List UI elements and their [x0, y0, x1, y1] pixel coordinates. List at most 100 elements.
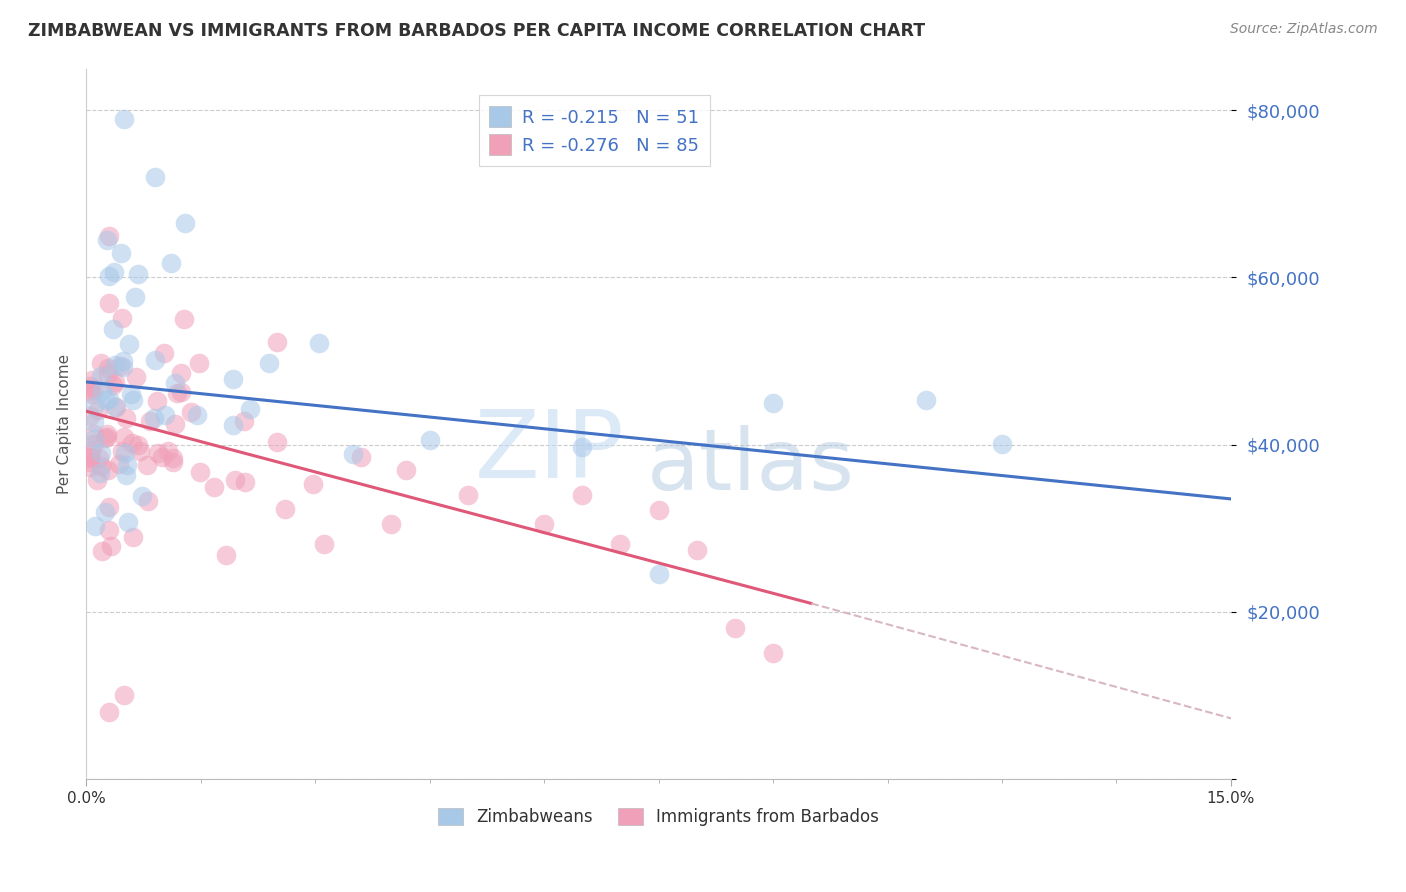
Point [114, 467, 136, 482]
Point [173, 312, 195, 326]
Point [266, 434, 288, 449]
Text: Source: ZipAtlas.com: Source: ZipAtlas.com [1230, 22, 1378, 37]
Point [124, 290, 146, 304]
Point [647, 503, 669, 517]
Point [112, 112, 135, 126]
Point [98, 705, 121, 719]
Point [98, 269, 121, 284]
Point [122, 393, 145, 408]
Point [105, 400, 128, 414]
Point [96, 233, 118, 247]
Point [145, 353, 167, 368]
Point [647, 567, 669, 582]
Point [127, 267, 149, 281]
Point [80, 373, 103, 387]
Point [101, 378, 124, 392]
Y-axis label: Per Capita Income: Per Capita Income [58, 353, 72, 494]
Point [97, 368, 120, 382]
Point [98, 228, 121, 243]
Text: ZIP: ZIP [475, 406, 624, 498]
Point [131, 489, 153, 503]
Point [233, 475, 256, 490]
Point [153, 346, 176, 360]
Point [96, 430, 118, 444]
Point [104, 375, 127, 389]
Point [94, 431, 117, 445]
Point [274, 502, 297, 516]
Point [724, 621, 747, 635]
Point [170, 384, 193, 399]
Point [571, 488, 593, 502]
Point [238, 401, 260, 416]
Point [97, 361, 120, 376]
Point [83, 433, 105, 447]
Point [104, 358, 127, 372]
Point [308, 335, 330, 350]
Point [89, 466, 111, 480]
Point [914, 393, 936, 408]
Point [457, 488, 479, 502]
Point [98, 500, 121, 515]
Point [83, 426, 105, 441]
Point [342, 447, 364, 461]
Point [143, 170, 166, 185]
Point [98, 392, 121, 406]
Point [117, 458, 139, 472]
Point [257, 356, 280, 370]
Point [163, 417, 186, 431]
Point [103, 401, 125, 415]
Point [96, 426, 118, 441]
Point [159, 256, 181, 270]
Point [86, 473, 108, 487]
Point [94, 505, 117, 519]
Point [127, 438, 149, 452]
Point [117, 515, 139, 529]
Point [215, 548, 238, 562]
Point [103, 265, 125, 279]
Point [136, 493, 159, 508]
Point [150, 450, 173, 464]
Point [97, 523, 120, 537]
Point [170, 366, 193, 380]
Point [79, 409, 101, 423]
Point [121, 435, 143, 450]
Point [129, 443, 152, 458]
Point [111, 444, 134, 458]
Point [222, 372, 245, 386]
Point [174, 216, 197, 230]
Point [87, 451, 110, 466]
Point [188, 466, 211, 480]
Point [180, 405, 202, 419]
Point [762, 646, 785, 660]
Point [111, 353, 134, 368]
Point [83, 399, 105, 413]
Point [80, 450, 103, 465]
Point [100, 539, 122, 553]
Point [90, 368, 112, 383]
Point [609, 537, 631, 551]
Point [120, 387, 142, 401]
Point [112, 430, 135, 444]
Point [142, 410, 165, 425]
Point [79, 455, 101, 469]
Point [101, 322, 124, 336]
Point [97, 463, 120, 477]
Point [395, 463, 418, 477]
Point [380, 517, 402, 532]
Point [83, 519, 105, 533]
Point [111, 359, 134, 374]
Point [991, 437, 1014, 451]
Text: atlas: atlas [647, 425, 855, 508]
Point [762, 396, 785, 410]
Point [83, 437, 105, 451]
Point [79, 378, 101, 392]
Point [166, 386, 188, 401]
Point [202, 480, 225, 494]
Point [83, 415, 105, 429]
Point [87, 402, 110, 417]
Point [91, 544, 114, 558]
Point [79, 459, 101, 474]
Point [156, 444, 179, 458]
Point [162, 455, 184, 469]
Point [139, 414, 162, 428]
